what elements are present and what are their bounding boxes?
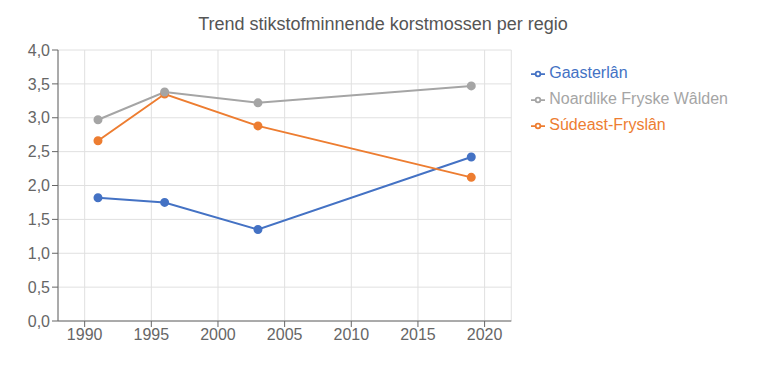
svg-text:2,5: 2,5 bbox=[28, 143, 50, 160]
svg-text:1,0: 1,0 bbox=[28, 245, 50, 262]
svg-text:2,0: 2,0 bbox=[28, 177, 50, 194]
svg-text:2005: 2005 bbox=[267, 326, 303, 343]
svg-text:0,0: 0,0 bbox=[28, 313, 50, 330]
svg-text:1,5: 1,5 bbox=[28, 211, 50, 228]
svg-text:3,0: 3,0 bbox=[28, 109, 50, 126]
svg-text:2010: 2010 bbox=[333, 326, 369, 343]
html-text:Noardlike Fryske Wâlden: Noardlike Fryske Wâlden bbox=[549, 90, 728, 107]
html-text:Súdeast-Fryslân: Súdeast-Fryslân bbox=[549, 116, 666, 133]
html-text:Trend stikstofminnende korstmo: Trend stikstofminnende korstmossen per r… bbox=[198, 14, 568, 34]
svg-text:2020: 2020 bbox=[467, 326, 503, 343]
html-text:Gaasterlân: Gaasterlân bbox=[549, 64, 628, 81]
svg-text:1995: 1995 bbox=[134, 326, 170, 343]
svg-text:2015: 2015 bbox=[400, 326, 436, 343]
svg-text:0,5: 0,5 bbox=[28, 279, 50, 296]
svg-text:3,5: 3,5 bbox=[28, 76, 50, 93]
svg-text:2000: 2000 bbox=[200, 326, 236, 343]
svg-text:4,0: 4,0 bbox=[28, 42, 50, 59]
svg-text:1990: 1990 bbox=[67, 326, 103, 343]
